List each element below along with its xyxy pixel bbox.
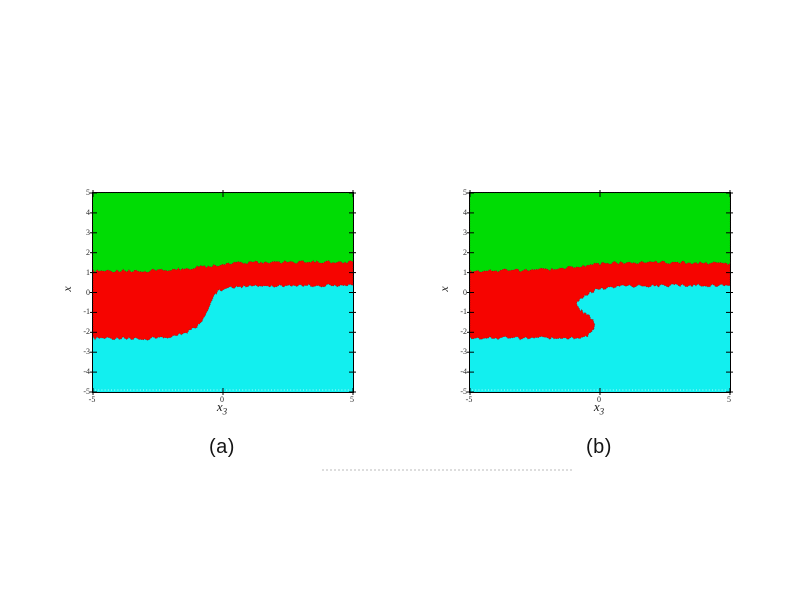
plot-area-b [467, 190, 733, 395]
y-tick-label: 1 [463, 267, 467, 277]
x-tick-label: -5 [465, 395, 473, 404]
x-tick-label: -5 [88, 395, 96, 404]
y-tick-label: -2 [460, 327, 467, 337]
x-tick-label: 0 [220, 395, 224, 404]
y-tick-label: -3 [83, 347, 90, 357]
y-tick-label: 0 [463, 287, 467, 297]
y-tick-label: 1 [86, 267, 90, 277]
y-tick-label: 5 [463, 188, 467, 197]
y-tick-label: -5 [460, 387, 467, 396]
cropped-caption-remnant [322, 469, 572, 471]
y-tick-label: 5 [86, 188, 90, 197]
region-upper-basin [92, 192, 354, 274]
y-tick-label: -2 [83, 327, 90, 337]
y-tick-label: 4 [86, 207, 90, 217]
subplot-caption-b: (b) [586, 436, 612, 458]
subplot-caption-a: (a) [209, 436, 235, 458]
y-tick-label: 2 [86, 247, 90, 257]
subplot-b: x x3 (b) -5 0 5 5 4 3 2 1 0 -1 -2 -3 -4 -5 [437, 160, 777, 500]
y-tick-label: 4 [463, 207, 467, 217]
subplot-a: x x3 (a) -5 0 5 5 4 3 2 1 0 -1 -2 -3 -4 -5 [60, 160, 400, 500]
y-tick-label: -4 [460, 367, 467, 377]
y-tick-label: -4 [83, 367, 90, 377]
y-tick-label: 3 [463, 227, 467, 237]
x-axis-label-b: x3 [593, 399, 605, 417]
y-tick-label: 3 [86, 227, 90, 237]
y-tick-label: 2 [463, 247, 467, 257]
x-tick-label: 5 [727, 395, 731, 404]
y-tick-label: -1 [460, 307, 467, 317]
plot-area-a [90, 190, 356, 395]
y-tick-label: -5 [83, 387, 90, 396]
y-tick-label: -1 [83, 307, 90, 317]
x-tick-label: 5 [350, 395, 354, 404]
region-middle-basin [92, 259, 354, 341]
x-axis-label-a: x3 [216, 399, 228, 417]
y-tick-label: -3 [460, 347, 467, 357]
region-middle-basin [469, 259, 731, 341]
x-tick-label: 0 [597, 395, 601, 404]
region-upper-basin [469, 192, 731, 273]
y-tick-label: 0 [86, 287, 90, 297]
